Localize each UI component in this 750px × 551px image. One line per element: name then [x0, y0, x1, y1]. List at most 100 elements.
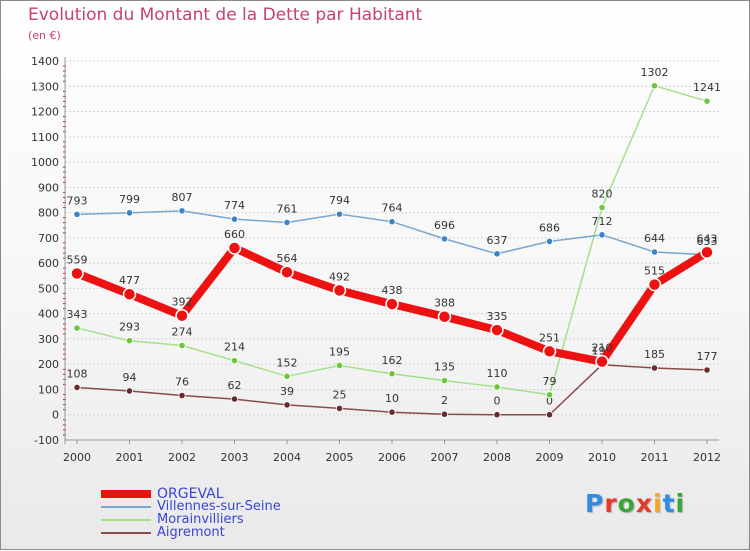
data-label: 477	[119, 274, 140, 287]
x-tick-label: 2003	[221, 451, 249, 464]
x-tick-label: 2005	[326, 451, 354, 464]
data-point	[385, 297, 399, 311]
data-label: 185	[644, 348, 665, 361]
data-label: 62	[228, 379, 242, 392]
data-label: 195	[329, 345, 350, 358]
data-point	[650, 248, 659, 256]
data-point	[125, 387, 134, 395]
data-label: 774	[224, 199, 245, 212]
data-label: 108	[67, 367, 88, 380]
data-point	[545, 411, 554, 419]
data-point	[493, 411, 501, 419]
data-label: 2	[441, 394, 448, 407]
x-tick-label: 2000	[63, 451, 91, 464]
legend-item: Morainvilliers	[101, 512, 281, 527]
data-point	[440, 235, 449, 243]
legend-swatch	[101, 518, 151, 521]
data-point	[440, 377, 449, 385]
data-label: 210	[592, 342, 613, 355]
data-label: 25	[333, 388, 347, 401]
data-point	[598, 231, 606, 239]
legend-swatch	[101, 489, 151, 498]
legend-label: ORGEVAL	[157, 485, 224, 502]
data-point	[703, 97, 711, 105]
data-point	[335, 210, 344, 218]
data-point	[388, 370, 396, 378]
y-tick-label: 900	[38, 181, 59, 194]
x-tick-label: 2012	[693, 451, 721, 464]
x-tick-label: 2009	[536, 451, 564, 464]
chart-legend: ORGEVAL Villennes-sur-Seine Morainvilliers…	[101, 485, 281, 540]
x-tick-label: 2006	[378, 451, 406, 464]
data-label: 644	[644, 232, 665, 245]
data-point	[388, 408, 396, 416]
data-label: 293	[119, 321, 140, 334]
data-point	[125, 337, 134, 345]
data-point	[73, 383, 81, 392]
y-tick-label: 200	[38, 358, 59, 371]
y-tick-label: 400	[38, 308, 59, 321]
data-label: 274	[172, 326, 193, 339]
y-tick-label: 700	[38, 232, 59, 245]
data-point	[125, 209, 134, 217]
data-label: 438	[382, 284, 403, 297]
y-tick-label: 1200	[31, 106, 59, 119]
data-point	[332, 283, 347, 298]
data-point	[70, 266, 84, 281]
data-label: 392	[172, 296, 193, 309]
data-point	[73, 324, 81, 332]
data-label: 515	[644, 265, 665, 278]
data-point	[542, 344, 557, 359]
x-tick-label: 2007	[431, 451, 459, 464]
data-label: 686	[539, 221, 560, 234]
series-line-villennes-sur-seine	[76, 210, 708, 256]
data-point	[283, 218, 291, 227]
x-tick-label: 2008	[483, 451, 511, 464]
data-label: 761	[277, 202, 298, 215]
data-label: 1302	[641, 66, 669, 79]
data-label: 10	[385, 392, 399, 405]
data-label: 152	[277, 356, 298, 369]
data-label: 214	[224, 341, 245, 354]
data-label: 696	[434, 219, 455, 232]
data-point	[230, 395, 239, 403]
y-tick-label: 1300	[31, 80, 59, 93]
chart-subtitle: (en €)	[28, 29, 61, 42]
chart-title: Evolution du Montant de la Dette par Hab…	[28, 5, 423, 25]
proxiti-logo: Proxiti	[585, 489, 686, 518]
y-tick-label: 500	[38, 282, 59, 295]
data-label: 559	[67, 253, 88, 266]
data-label: 793	[67, 194, 88, 207]
data-label: 712	[592, 215, 613, 228]
y-tick-label: -100	[34, 434, 59, 447]
data-label: 79	[543, 375, 557, 388]
data-point	[178, 391, 186, 400]
data-label: 820	[592, 188, 613, 201]
y-tick-label: 1400	[31, 55, 59, 68]
data-label: 633	[697, 235, 718, 248]
x-tick-label: 2004	[273, 451, 301, 464]
data-label: 94	[123, 371, 137, 384]
legend-item: ORGEVAL	[101, 485, 281, 502]
y-tick-label: 600	[38, 257, 59, 270]
data-point	[335, 361, 344, 370]
data-point	[493, 250, 501, 258]
data-point	[388, 218, 396, 226]
data-point	[230, 215, 239, 223]
data-label: 0	[546, 395, 553, 408]
legend-item: Villennes-sur-Seine	[101, 499, 281, 514]
data-label: 162	[382, 354, 403, 367]
x-tick-label: 2011	[641, 451, 669, 464]
data-point	[283, 372, 291, 380]
data-point	[490, 323, 504, 337]
data-label: 492	[329, 270, 350, 283]
legend-label: Aigremont	[157, 525, 225, 540]
data-label: 807	[172, 191, 193, 204]
y-tick-label: 0	[52, 409, 59, 422]
y-tick-label: 1000	[31, 156, 59, 169]
y-tick-label: 100	[38, 383, 59, 396]
data-point	[73, 210, 81, 218]
data-point	[700, 245, 714, 260]
data-label: 343	[67, 308, 88, 321]
